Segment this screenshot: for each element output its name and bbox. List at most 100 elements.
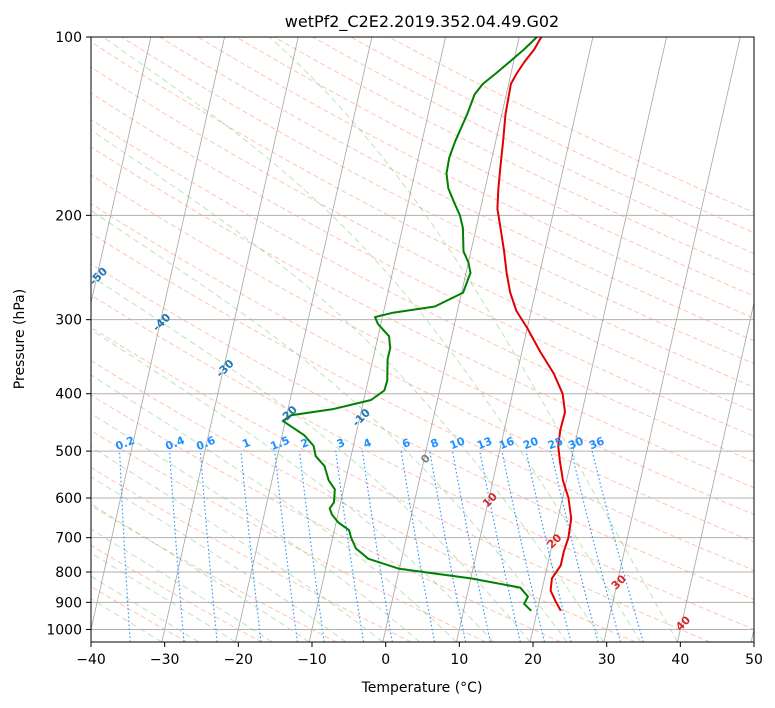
moist-adiabat <box>91 446 384 642</box>
dry-adiabat <box>91 203 754 543</box>
y-tick-label: 100 <box>55 30 82 46</box>
moist-adiabat <box>91 210 568 642</box>
mixing-ratio-label: 25 <box>546 435 565 453</box>
moist-adiabat <box>102 37 642 642</box>
isotherm-label: -40 <box>150 311 173 334</box>
mixing-ratio-line <box>479 450 521 642</box>
isotherm-line <box>382 37 520 642</box>
dry-adiabat <box>91 119 754 463</box>
dry-adiabat <box>91 174 754 516</box>
x-tick-label: −20 <box>224 652 254 668</box>
isotherm-label: -50 <box>87 264 110 287</box>
dry-adiabat <box>91 41 754 388</box>
dry-adiabat <box>388 37 754 213</box>
mixing-ratio-label: 13 <box>475 435 494 453</box>
mixing-ratio-label: 4 <box>361 436 373 451</box>
moist-adiabat <box>91 412 421 642</box>
x-tick-label: 50 <box>745 652 763 668</box>
x-axis-label: Temperature (°C) <box>361 680 483 696</box>
x-tick-label: 10 <box>450 652 468 668</box>
moist-adiabat <box>91 552 236 642</box>
mixing-ratio-label: 1.5 <box>269 434 292 453</box>
dry-adiabat <box>91 92 754 437</box>
chart-title: wetPf2_C2E2.2019.352.04.49.G02 <box>285 12 559 32</box>
y-tick-label: 1000 <box>46 622 82 638</box>
y-tick-label: 900 <box>55 595 82 611</box>
isotherm-line <box>235 37 373 642</box>
mixing-ratio-line <box>361 451 393 642</box>
y-tick-label: 200 <box>55 208 82 224</box>
y-tick-label: 800 <box>55 565 82 581</box>
dry-adiabat <box>91 294 754 630</box>
mixing-ratio-line <box>451 451 491 642</box>
plot-frame <box>90 36 755 643</box>
moist-adiabat <box>91 476 347 642</box>
x-tick-label: −40 <box>76 652 106 668</box>
moist-adiabat <box>91 528 273 642</box>
mixing-ratio-label: 16 <box>497 434 516 452</box>
dewpoint-profile <box>282 37 538 612</box>
isotherm-label: -30 <box>213 357 236 380</box>
dry-adiabat <box>91 326 711 642</box>
dry-adiabat <box>91 360 636 642</box>
mixing-ratio-line <box>335 451 365 642</box>
plot-area: -100-90-80-70-60-50-40-30-20-10010203040… <box>0 37 754 642</box>
isotherm-line <box>529 37 667 642</box>
y-axis-label: Pressure (hPa) <box>12 289 28 389</box>
isotherm-label: 10 <box>480 490 500 510</box>
x-tick-label: −30 <box>150 652 180 668</box>
moist-adiabat <box>91 129 605 642</box>
moist-adiabat <box>91 575 199 642</box>
isotherm-line <box>0 37 4 642</box>
dry-adiabat <box>235 37 754 297</box>
y-tick-label: 500 <box>55 444 82 460</box>
dry-adiabat <box>91 232 754 571</box>
mixing-ratio-line <box>199 451 218 642</box>
mixing-ratio-line <box>240 451 262 642</box>
mixing-ratio-label: 30 <box>566 434 585 452</box>
mixing-ratio-label: 10 <box>448 434 467 452</box>
mixing-ratio-line <box>501 450 546 642</box>
moist-adiabat <box>91 275 531 642</box>
y-tick-label: 300 <box>55 313 82 329</box>
mixing-ratio-label: 0.2 <box>114 434 137 453</box>
x-tick-label: 0 <box>381 652 390 668</box>
dry-adiabat <box>91 544 262 642</box>
isotherm-line <box>603 37 741 642</box>
y-tick-label: 700 <box>55 531 82 547</box>
dry-adiabat <box>91 505 337 642</box>
dry-adiabat <box>121 37 754 365</box>
dry-adiabat <box>350 37 754 234</box>
x-tick-label: 30 <box>598 652 616 668</box>
mixing-ratio-label: 8 <box>429 436 441 451</box>
dry-adiabat <box>91 146 754 489</box>
mixing-ratio-line <box>274 451 298 642</box>
isotherm-line <box>456 37 594 642</box>
mixing-ratio-line <box>298 451 325 642</box>
mixing-ratio-line <box>591 450 644 642</box>
moist-adiabat <box>91 503 310 642</box>
mixing-ratio-label: 0.6 <box>194 434 217 453</box>
dry-adiabat <box>91 430 487 642</box>
isotherm-line <box>161 37 299 642</box>
dry-adiabat <box>91 394 561 642</box>
mixing-ratio-label: 3 <box>335 436 347 451</box>
dry-adiabat <box>312 37 754 254</box>
mixing-ratio-label: 20 <box>521 434 540 452</box>
isotherm-line <box>308 37 446 642</box>
y-tick-label: 400 <box>55 387 82 403</box>
isotherm-line <box>91 37 152 305</box>
moist-adiabat <box>91 598 163 642</box>
isotherm-line <box>91 37 225 632</box>
mixing-ratio-line <box>550 450 599 642</box>
mixing-ratio-line <box>169 451 185 642</box>
mixing-ratio-label: 1 <box>240 436 252 451</box>
isotherm-label: -20 <box>277 403 300 426</box>
y-tick-label: 600 <box>55 491 82 507</box>
mixing-ratio-label: 2 <box>299 436 311 451</box>
isotherm-label: -60 <box>24 218 47 241</box>
x-axis: −40 −30 −20 −10 0 10 20 30 40 50 <box>76 642 763 668</box>
x-tick-label: 40 <box>671 652 689 668</box>
dry-adiabat <box>197 37 754 319</box>
x-tick-label: −10 <box>297 652 327 668</box>
